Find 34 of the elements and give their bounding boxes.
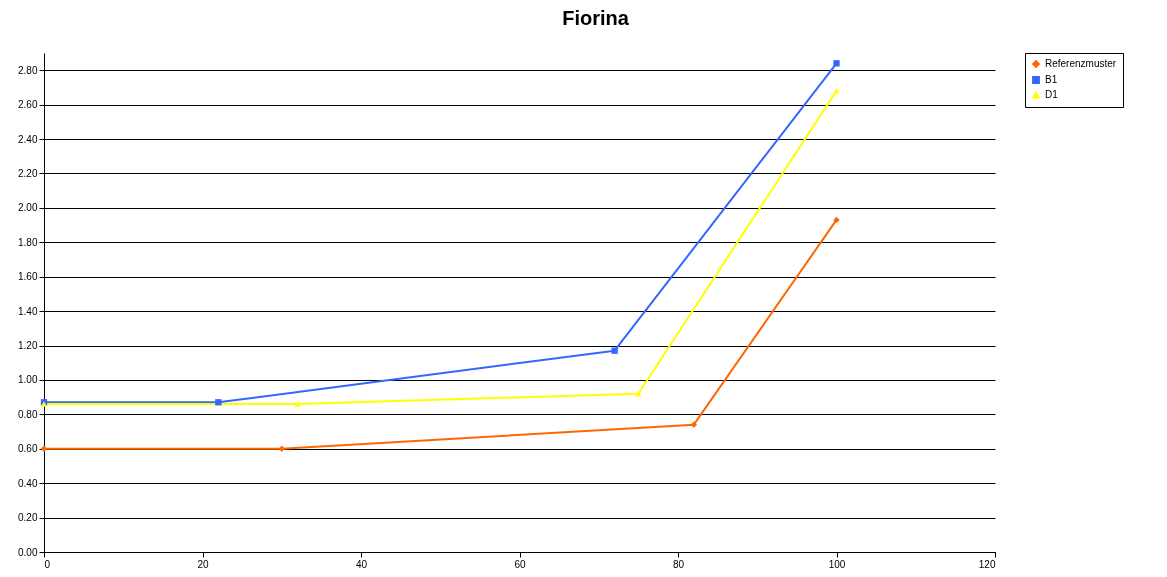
x-tick-label: 80 — [672, 558, 685, 570]
x-tick-label: 0 — [44, 558, 51, 570]
y-tick-label: 1.80 — [18, 236, 38, 248]
y-tick-label: 1.00 — [18, 374, 38, 386]
x-tick-label: 40 — [355, 558, 368, 570]
y-tick-label: 0.00 — [18, 546, 38, 558]
y-tick-label: 0.80 — [18, 408, 38, 420]
point — [833, 216, 840, 224]
legend-label: D1 — [1045, 89, 1059, 100]
legend-label: B1 — [1045, 74, 1058, 85]
y-tick-label: 0.20 — [18, 512, 38, 524]
y-tick-label: 2.20 — [18, 167, 38, 179]
point — [833, 60, 840, 67]
x-tick-label: 120 — [978, 558, 996, 570]
chart-title: Fiorina — [562, 6, 630, 29]
point — [690, 421, 698, 428]
y-tick-label: 1.60 — [18, 271, 38, 283]
y-tick-label: 0.40 — [18, 477, 38, 489]
y-tick-label: 2.00 — [18, 202, 38, 214]
y-tick-label: 2.40 — [18, 133, 38, 145]
point — [294, 401, 301, 407]
y-tick-label: 2.60 — [18, 99, 38, 111]
point — [611, 347, 618, 354]
x-tick-label: 60 — [514, 558, 526, 570]
point — [833, 88, 840, 94]
point — [278, 445, 285, 452]
y-tick-label: 1.40 — [18, 305, 38, 317]
y-tick-label: 0.60 — [18, 443, 38, 455]
x-tick-label: 20 — [197, 558, 209, 570]
y-tick-label: 1.20 — [18, 340, 38, 352]
point — [215, 399, 222, 406]
legend-label: Referenzmuster — [1045, 58, 1117, 69]
y-tick-label: 2.80 — [18, 64, 38, 76]
x-tick-label: 100 — [828, 558, 846, 570]
